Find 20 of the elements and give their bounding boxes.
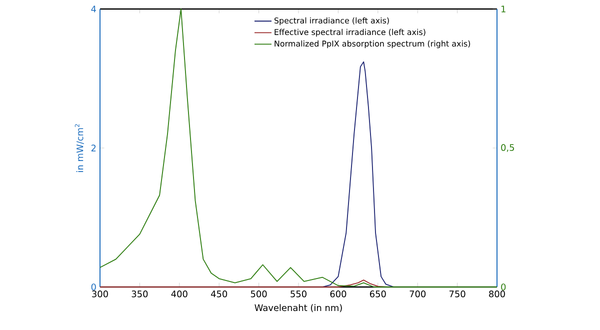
x-tick-label: 750 [449,290,466,298]
y2-tick-label: 1 [502,6,506,12]
y-axis-title: in mW/cm$^{2}$ [74,124,84,172]
y2-tick-label: 0 [501,284,506,290]
x-tick-label: 500 [250,290,267,298]
x-axis-title: Wavelenaht (in nm) [254,304,342,312]
x-tick-label: 400 [171,290,188,298]
x-tick-label: 300 [92,290,108,298]
y2-tick-label: 0,5 [501,144,514,152]
x-tick-label: 700 [410,290,426,298]
y-tick-label: 0 [91,284,96,290]
x-tick-label: 450 [210,290,228,298]
y-tick-label: 2 [91,144,96,152]
x-tick-label: 350 [132,290,148,298]
line-series [100,8,498,288]
x-tick-label: 600 [330,290,346,298]
x-tick-label: 800 [489,290,505,298]
x-tick-label: 550 [290,290,306,298]
x-tick-label: 650 [370,290,386,298]
y-tick-label: 4 [91,6,96,12]
